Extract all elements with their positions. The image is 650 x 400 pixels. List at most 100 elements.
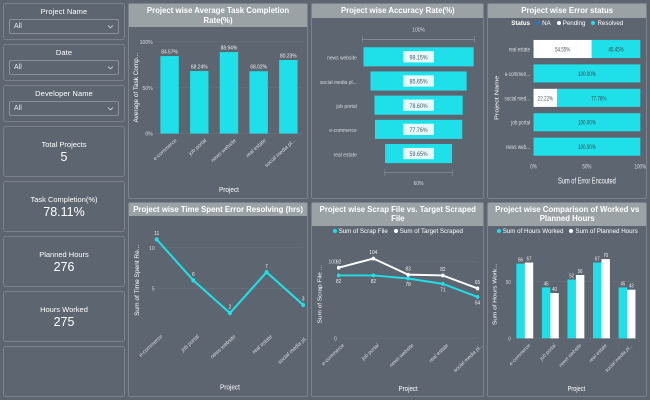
- data-point[interactable]: [191, 278, 196, 283]
- bar[interactable]: [542, 286, 551, 338]
- data-point[interactable]: [406, 272, 410, 277]
- bar-chart-svg[interactable]: 0% 50% 100% 84.57% 68.24% 88.94% 68.02% 80.23% e…: [129, 27, 307, 198]
- data-point[interactable]: [441, 272, 445, 277]
- legend-item-resolved[interactable]: Resolved: [591, 20, 623, 27]
- data-point[interactable]: [301, 302, 306, 308]
- chart-card-avg-task-completion: Project wise Average Task Completion Rat…: [128, 3, 309, 199]
- stacked-bar-chart-svg[interactable]: real estate 54.55% 45.45% e-commen... 100.00…: [488, 27, 646, 198]
- data-point-label: 83: [406, 266, 411, 272]
- stacked-bar-segment[interactable]: [533, 63, 641, 82]
- stacked-value-label: 45.45%: [609, 46, 624, 53]
- bar[interactable]: [601, 258, 611, 338]
- data-point[interactable]: [475, 286, 480, 290]
- x-axis-title: Project: [220, 384, 240, 391]
- data-point[interactable]: [264, 270, 269, 275]
- bar[interactable]: [627, 289, 636, 338]
- bar-value-label: 70: [604, 252, 609, 259]
- data-point[interactable]: [441, 281, 445, 286]
- legend-item-scrap-file[interactable]: Sum of Scrap File: [332, 227, 388, 235]
- data-point[interactable]: [227, 310, 232, 316]
- data-point-label: 2: [229, 305, 232, 311]
- legend-item-target-scraped[interactable]: Sum of Target Scraped: [393, 228, 463, 235]
- y-axis-title: Sum of Time Spent Re...: [134, 245, 141, 316]
- bar-value-label: 67: [595, 255, 600, 262]
- data-point-label: 92: [336, 259, 341, 265]
- chart-plot-area: 0 50 66 67 45 40 52 56 67 70 45 43 e-commerce job por…: [488, 235, 646, 397]
- category-label: e-commerce: [509, 342, 532, 367]
- category-label: real estate: [429, 342, 450, 364]
- slicer-project-name[interactable]: Project Name All: [3, 3, 125, 40]
- category-label: job portal: [511, 120, 531, 127]
- line-chart-svg[interactable]: 5 10 11 6 2 7 3 e-commerce job portal news websit…: [129, 216, 307, 396]
- slicer-date[interactable]: Date All: [3, 44, 125, 81]
- bar[interactable]: [516, 263, 526, 338]
- y-axis-title: Average of Task Comp...: [133, 53, 140, 123]
- data-point[interactable]: [371, 256, 376, 260]
- data-point[interactable]: [371, 272, 376, 277]
- kpi-label: Hours Worked: [40, 304, 88, 314]
- chart-legend: Sum of Hours Worked Sum of Planned Hours: [488, 226, 646, 235]
- multi-line-chart-svg[interactable]: 0 100 82 82 78 71 54 92 104 83 82 65 e-commerce job p…: [312, 235, 483, 397]
- bar[interactable]: [576, 274, 585, 338]
- bar[interactable]: [567, 279, 577, 338]
- bar-value-label: 67: [527, 255, 532, 262]
- legend-item-na[interactable]: NA: [536, 20, 551, 27]
- data-point[interactable]: [406, 276, 410, 280]
- stacked-bar-segment[interactable]: [557, 88, 641, 107]
- funnel-value-label: 77.76%: [410, 127, 428, 133]
- slicer-developer-name[interactable]: Developer Name All: [3, 85, 125, 122]
- slicer-dropdown[interactable]: All: [9, 19, 119, 34]
- stacked-bar-segment[interactable]: [533, 112, 641, 131]
- stacked-bar-segment[interactable]: [533, 88, 558, 107]
- bar-value-label: 40: [553, 286, 558, 293]
- slicer-value: All: [14, 64, 22, 71]
- slicer-value: All: [14, 105, 22, 112]
- category-label: real estate: [334, 152, 357, 158]
- x-tick-label: 0%: [531, 164, 538, 171]
- bar[interactable]: [619, 286, 628, 338]
- category-label: real estate: [589, 342, 609, 364]
- stacked-bar-segment[interactable]: [533, 137, 641, 156]
- data-point-label: 11: [154, 231, 159, 237]
- line-series[interactable]: [156, 238, 304, 315]
- y-axis-title: Project Name: [495, 75, 501, 120]
- stacked-bar-segment[interactable]: [533, 39, 593, 58]
- legend-item-planned-hours[interactable]: Sum of Planned Hours: [569, 228, 638, 235]
- bar[interactable]: [219, 52, 239, 134]
- bar[interactable]: [550, 292, 560, 338]
- slicer-dropdown[interactable]: All: [9, 60, 119, 75]
- chart-plot-area: real estate 54.55% 45.45% e-commen... 100.00…: [488, 27, 646, 198]
- legend-item-pending[interactable]: Pending: [556, 19, 586, 27]
- data-point[interactable]: [154, 237, 159, 242]
- data-point[interactable]: [337, 265, 341, 270]
- stacked-bar-segment[interactable]: [592, 39, 641, 58]
- y-tick-label: 100%: [140, 40, 153, 46]
- legend-item-hours-worked[interactable]: Sum of Hours Worked: [496, 228, 563, 235]
- category-label: e-commerce: [153, 138, 179, 163]
- bar[interactable]: [190, 71, 209, 134]
- slicer-dropdown[interactable]: All: [9, 101, 119, 116]
- bar[interactable]: [525, 262, 534, 338]
- visuals-row-bottom: Project wise Time Spent Error Resolving …: [128, 201, 647, 397]
- bar[interactable]: [160, 56, 179, 134]
- bar[interactable]: [279, 60, 298, 134]
- legend-label: Sum of Scrap File: [338, 227, 388, 235]
- visuals-row-top: Project wise Average Task Completion Rat…: [128, 3, 647, 199]
- bar[interactable]: [593, 262, 602, 338]
- data-point-label: 82: [440, 266, 445, 272]
- legend-label: Pending: [562, 19, 586, 27]
- y-tick-label: 0: [334, 336, 337, 342]
- data-point[interactable]: [475, 294, 480, 299]
- data-point[interactable]: [337, 272, 341, 277]
- bar[interactable]: [249, 71, 268, 134]
- chevron-down-icon: [107, 25, 114, 29]
- y-axis-title: Sum of Hours Work...: [494, 263, 499, 325]
- visuals-grid: Project wise Average Task Completion Rat…: [128, 3, 647, 397]
- chart-card-worked-vs-planned: Project wise Comparison of Worked vs Pla…: [487, 201, 647, 397]
- data-point-label: 3: [302, 296, 305, 302]
- category-label: e-commen...: [505, 71, 531, 78]
- legend-label: Resolved: [597, 19, 624, 27]
- funnel-chart-svg[interactable]: 100% 98.15% news website 85.65% social media…: [312, 18, 483, 198]
